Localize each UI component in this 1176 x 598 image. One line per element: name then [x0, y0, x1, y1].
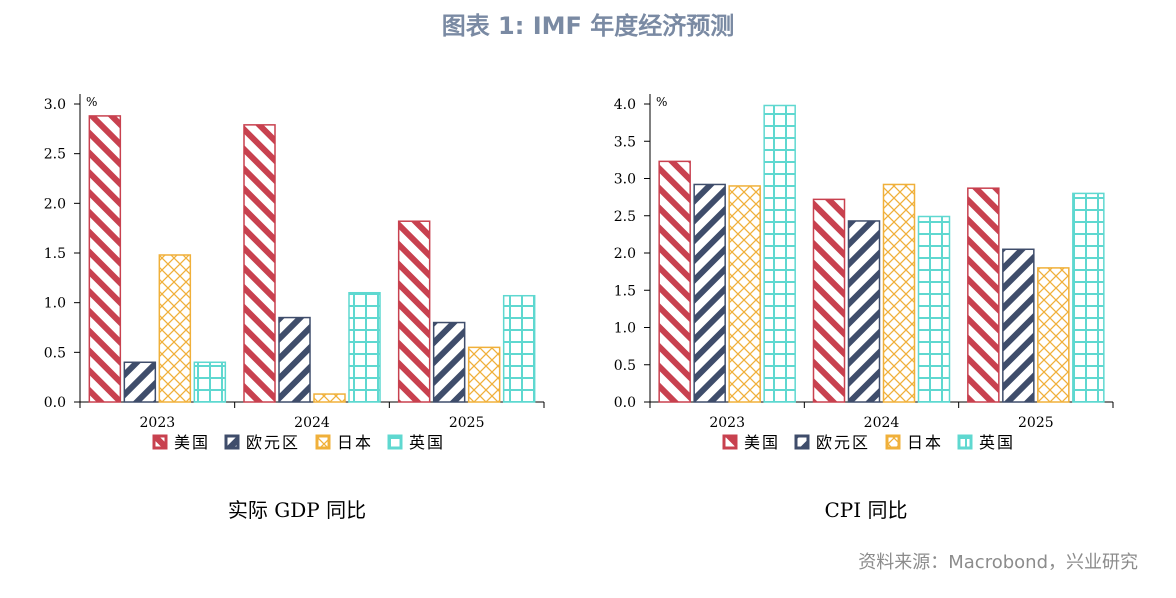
y-tick-label: 2.0: [44, 196, 66, 212]
y-tick-label: 4.0: [614, 97, 636, 113]
y-tick-label: 0.5: [44, 345, 66, 361]
cpi-chart: 0.0 0.5 1.0 1.5 2.0 2.5 3.0 3.5 4.0 % 2023 2024 2025…: [614, 94, 1114, 522]
x-tick-label: 2023: [709, 415, 745, 431]
bar-us-2025: [397, 220, 431, 403]
source-note: 资料来源：Macrobond，兴业研究: [858, 552, 1138, 573]
legend-swatch-euro: [224, 434, 240, 450]
bar-japan-2024: [313, 393, 346, 403]
bar-uk-2025: [502, 294, 536, 403]
y-tick-label: 2.5: [44, 147, 66, 163]
bar-uk-2024: [917, 215, 951, 403]
bar-japan-2023: [728, 185, 761, 403]
legend-swatch-uk: [387, 434, 403, 450]
legend-label-uk: 英国: [979, 433, 1015, 452]
bar-euro-2024: [847, 220, 881, 403]
bar-euro-2025: [432, 321, 466, 403]
bar-us-2025: [967, 187, 1000, 403]
bar-us-2024: [812, 198, 846, 403]
gdp-chart-title: 实际 GDP 同比: [228, 498, 366, 522]
bar-uk-2024: [348, 291, 381, 403]
y-tick-label: 0.0: [614, 395, 636, 411]
bar-us-2023: [88, 115, 122, 403]
legend-swatch-japan: [885, 434, 901, 450]
legend-swatch-us: [722, 434, 738, 450]
gdp-chart: 0.0 0.5 1.0 1.5 2.0 2.5 3.0 % 2023 2024 2025 美国 欧元区 日…: [44, 94, 545, 522]
y-tick-label: 1.0: [614, 321, 636, 337]
x-tick-label: 2024: [294, 415, 330, 431]
x-tick-label: 2025: [1018, 415, 1054, 431]
bar-japan-2023: [158, 254, 192, 403]
bar-euro-2023: [693, 183, 726, 403]
bar-uk-2023: [193, 361, 227, 403]
legend-swatch-us: [152, 434, 168, 450]
y-tick-label: 2.5: [614, 209, 636, 225]
y-tick-label: 3.5: [614, 134, 636, 150]
y-tick-label: 1.0: [44, 296, 66, 312]
legend-label-euro: 欧元区: [816, 433, 870, 452]
bar-euro-2025: [1002, 248, 1035, 403]
legend-swatch-japan: [315, 434, 331, 450]
bar-uk-2025: [1072, 192, 1105, 403]
cpi-chart-title: CPI 同比: [824, 498, 907, 522]
legend-label-euro: 欧元区: [246, 433, 300, 452]
bar-us-2023: [658, 160, 691, 403]
bar-uk-2023: [763, 104, 796, 403]
bar-japan-2025: [1037, 267, 1070, 403]
x-tick-label: 2024: [864, 415, 900, 431]
y-tick-label: 3.0: [614, 172, 636, 188]
unit-label: %: [656, 95, 667, 109]
bar-us-2024: [243, 124, 276, 403]
bar-japan-2025: [467, 346, 501, 403]
legend-swatch-euro: [794, 434, 810, 450]
y-tick-label: 1.5: [614, 283, 636, 299]
y-tick-label: 3.0: [44, 97, 66, 113]
y-tick-label: 0.0: [44, 395, 66, 411]
legend-swatch-uk: [957, 434, 973, 450]
legend-label-japan: 日本: [337, 433, 373, 452]
legend-label-us: 美国: [174, 433, 210, 452]
bar-japan-2024: [882, 183, 916, 403]
legend-label-uk: 英国: [409, 433, 445, 452]
bar-euro-2023: [123, 361, 157, 403]
legend-label-japan: 日本: [907, 433, 943, 452]
y-tick-label: 2.0: [614, 246, 636, 262]
x-tick-label: 2023: [140, 415, 176, 431]
y-tick-label: 0.5: [614, 358, 636, 374]
page-title: 图表 1: IMF 年度经济预测: [441, 12, 735, 40]
legend-label-us: 美国: [744, 433, 780, 452]
y-tick-label: 1.5: [44, 246, 66, 262]
unit-label: %: [86, 95, 97, 109]
bar-euro-2024: [278, 316, 311, 403]
x-tick-label: 2025: [449, 415, 485, 431]
